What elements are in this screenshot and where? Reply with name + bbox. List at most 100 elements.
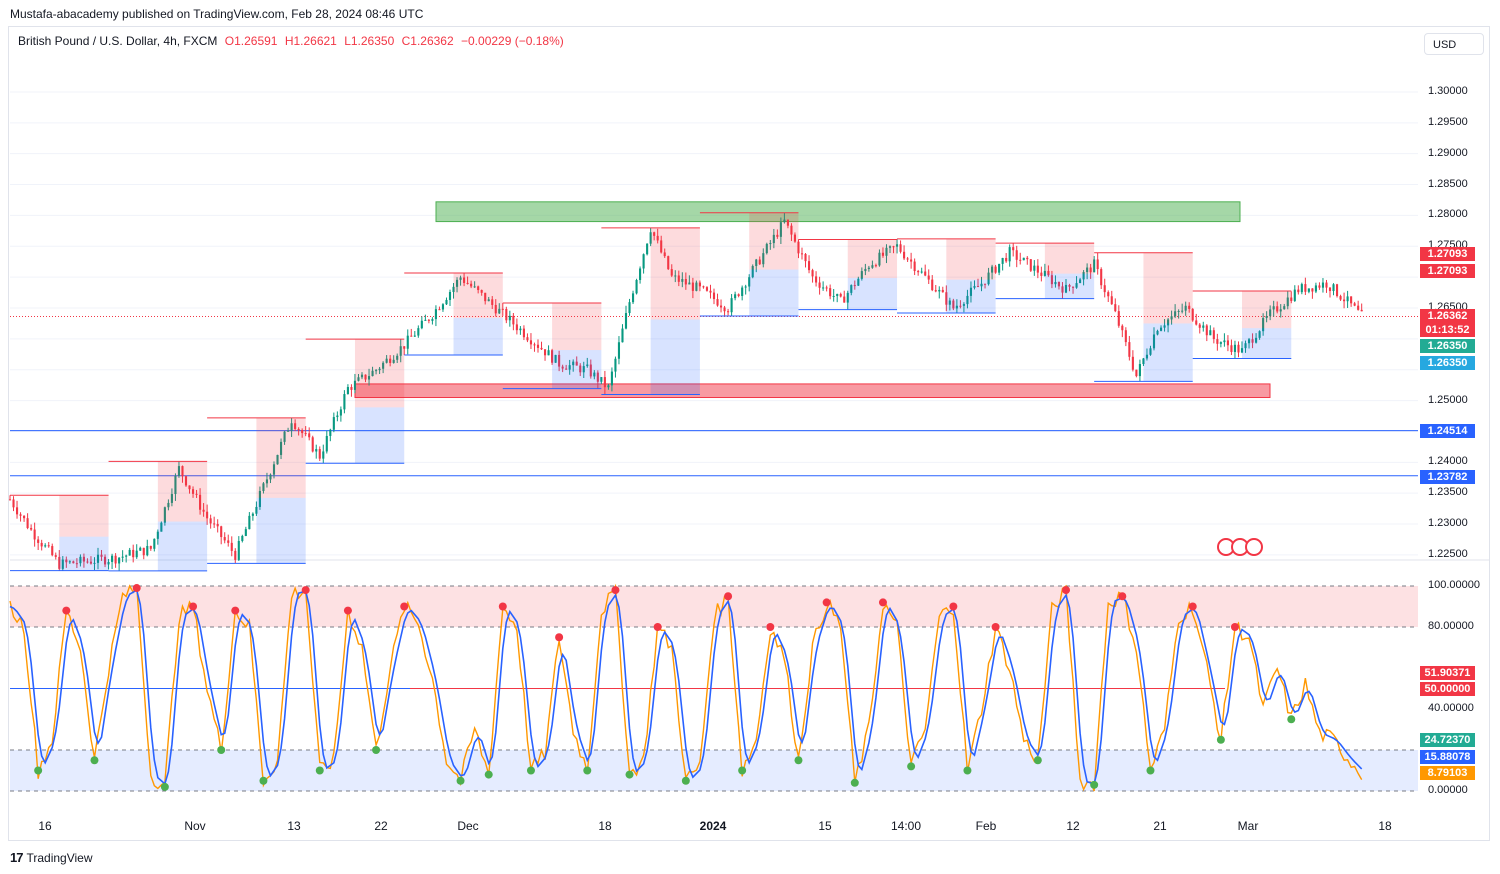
candle-body bbox=[582, 366, 585, 373]
candle-body bbox=[973, 286, 976, 288]
candle-body bbox=[1036, 265, 1039, 273]
candle-body bbox=[983, 283, 987, 285]
candle-body bbox=[199, 494, 202, 510]
bearish-cross-dot bbox=[189, 602, 198, 611]
bearish-cross-dot bbox=[878, 598, 887, 607]
candle-body bbox=[653, 232, 656, 236]
footer-brand[interactable]: 17 TradingView bbox=[10, 850, 93, 865]
range-box-upper bbox=[946, 238, 996, 280]
candle-body bbox=[51, 546, 54, 556]
bearish-cross-dot bbox=[400, 602, 409, 611]
candle-body bbox=[1061, 286, 1064, 293]
bearish-cross-dot bbox=[1188, 602, 1197, 611]
bearish-cross-dot bbox=[949, 602, 958, 611]
candle-body bbox=[248, 515, 251, 530]
candle-body bbox=[484, 292, 487, 302]
candle-body bbox=[1230, 345, 1233, 352]
range-box-upper bbox=[552, 302, 602, 351]
candle-body bbox=[315, 449, 318, 452]
price-axis-label: 1.30000 bbox=[1428, 84, 1468, 97]
candle-body bbox=[1103, 285, 1106, 293]
candle-body bbox=[276, 454, 279, 465]
candle-body bbox=[1093, 259, 1096, 273]
candle-body bbox=[1005, 257, 1008, 262]
candle-body bbox=[1191, 308, 1194, 321]
candle-body bbox=[23, 515, 26, 519]
candle-body bbox=[1001, 257, 1004, 264]
candle-body bbox=[103, 556, 107, 565]
candle-body bbox=[1272, 306, 1275, 310]
candle-body bbox=[1138, 364, 1141, 377]
candle-body bbox=[913, 261, 916, 272]
candle-body bbox=[1286, 297, 1289, 307]
candle-body bbox=[892, 246, 895, 248]
candle-body bbox=[251, 513, 254, 516]
candle-body bbox=[1047, 270, 1050, 276]
candle-body bbox=[709, 290, 712, 293]
candle-body bbox=[589, 364, 592, 377]
price-axis-label: 1.29500 bbox=[1428, 115, 1468, 128]
candle-body bbox=[311, 437, 314, 452]
price-axis-label: 1.23500 bbox=[1428, 486, 1468, 499]
candle-body bbox=[417, 328, 420, 336]
candle-body bbox=[772, 234, 775, 244]
candle-body bbox=[318, 449, 321, 459]
symbol-name[interactable]: British Pound / U.S. Dollar, 4h, FXCM bbox=[18, 34, 218, 48]
candle-body bbox=[1117, 311, 1120, 326]
bullish-cross-dot bbox=[259, 776, 268, 785]
candle-body bbox=[1283, 306, 1286, 310]
price-axis-label: 1.23000 bbox=[1428, 517, 1468, 530]
osc-axis-label: 40.00000 bbox=[1428, 702, 1474, 714]
candle-body bbox=[44, 545, 47, 547]
candle-body bbox=[107, 561, 110, 565]
candle-body bbox=[297, 428, 300, 431]
candle-body bbox=[241, 535, 244, 541]
time-axis-label: 15 bbox=[818, 819, 832, 833]
candle-body bbox=[600, 377, 603, 382]
candle-body bbox=[1247, 339, 1251, 344]
candle-body bbox=[1226, 340, 1229, 346]
time-axis-label: Mar bbox=[1237, 819, 1259, 833]
candle-body bbox=[128, 549, 131, 556]
candle-body bbox=[65, 559, 68, 563]
candle-body bbox=[1307, 288, 1310, 292]
candle-body bbox=[920, 271, 923, 273]
candle-body bbox=[1300, 284, 1303, 293]
candle-body bbox=[871, 265, 874, 268]
candle-body bbox=[1325, 282, 1328, 288]
candle-body bbox=[572, 361, 575, 366]
candle-body bbox=[1174, 311, 1177, 317]
candle-body bbox=[614, 358, 617, 372]
osc-value-tag: 8.79103 bbox=[1420, 766, 1475, 780]
candle-body bbox=[779, 222, 782, 237]
candle-body bbox=[1290, 297, 1293, 301]
candle-body bbox=[1079, 279, 1082, 284]
candle-body bbox=[1321, 282, 1325, 288]
candle-body bbox=[667, 256, 670, 270]
candle-body bbox=[167, 502, 170, 508]
candle-body bbox=[1276, 306, 1279, 312]
range-box-upper bbox=[157, 461, 208, 522]
candle-body bbox=[551, 350, 554, 363]
candle-body bbox=[1114, 304, 1117, 312]
candle-body bbox=[1177, 310, 1180, 312]
candle-body bbox=[202, 509, 205, 512]
candle-body bbox=[568, 365, 571, 370]
candle-body bbox=[191, 489, 195, 494]
candle-body bbox=[463, 277, 466, 283]
candle-body bbox=[1350, 296, 1353, 304]
bullish-cross-dot bbox=[526, 766, 535, 775]
candle-body bbox=[125, 555, 128, 557]
bearish-cross-dot bbox=[766, 623, 775, 631]
currency-selector[interactable]: USD bbox=[1424, 33, 1484, 55]
candle-body bbox=[431, 319, 434, 321]
candle-body bbox=[1170, 316, 1173, 320]
candle-body bbox=[8, 499, 12, 501]
candle-body bbox=[287, 430, 290, 432]
candle-body bbox=[822, 287, 825, 289]
candle-body bbox=[554, 354, 557, 363]
candle-body bbox=[832, 295, 835, 297]
candle-body bbox=[660, 240, 663, 253]
low-value: L1.26350 bbox=[344, 34, 395, 48]
